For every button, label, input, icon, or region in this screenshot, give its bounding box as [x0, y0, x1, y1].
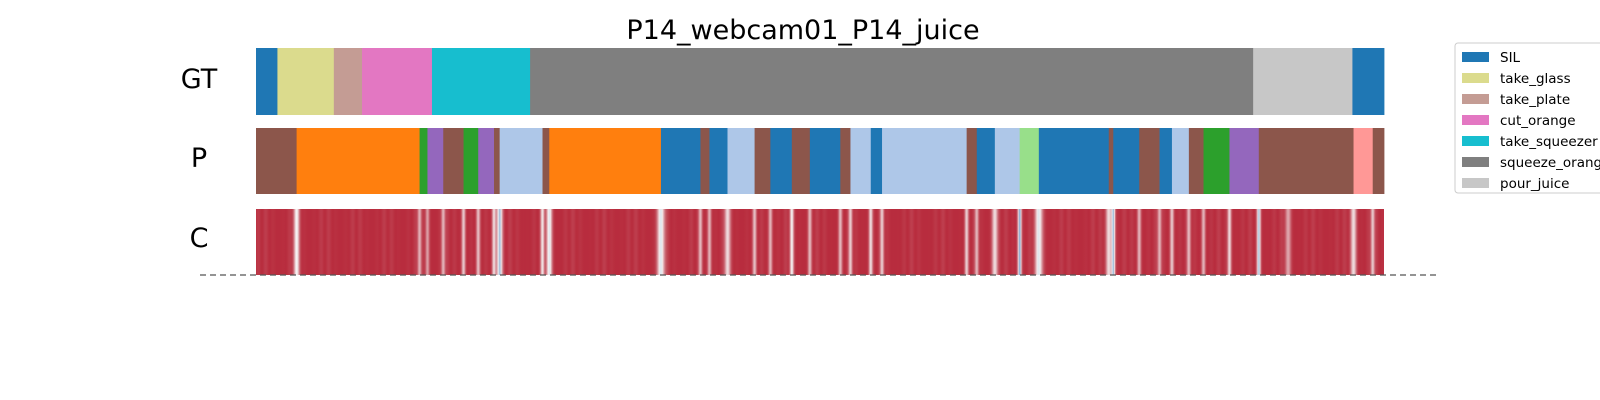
p-segment-17 — [791, 128, 811, 194]
legend-swatch-SIL — [1462, 52, 1489, 62]
p-segment-36 — [1258, 128, 1354, 194]
p-segment-4 — [443, 128, 464, 194]
p-segment-0 — [256, 128, 298, 194]
legend-frame — [1454, 42, 1600, 194]
p-segment-22 — [882, 128, 968, 194]
p-segment-13 — [709, 128, 728, 194]
legend-label-take_plate: take_plate — [1500, 92, 1570, 108]
legend-label-SIL: SIL — [1500, 50, 1521, 66]
legend-label-pour_juice: pour_juice — [1500, 176, 1569, 192]
p-segment-21 — [870, 128, 883, 194]
p-segment-11 — [660, 128, 701, 194]
gt-segment-3 — [362, 48, 433, 115]
gt-segment-1 — [277, 48, 335, 115]
p-segment-6 — [478, 128, 495, 194]
p-segment-3 — [427, 128, 444, 194]
legend-swatch-take_glass — [1462, 73, 1489, 83]
gt-segment-6 — [1253, 48, 1353, 115]
row-label-p: P — [191, 143, 207, 174]
gt-segment-0 — [256, 48, 278, 115]
p-segment-26 — [1019, 128, 1040, 194]
legend-swatch-squeeze_orange — [1462, 157, 1489, 167]
p-segment-1 — [296, 128, 420, 194]
p-segment-9 — [542, 128, 550, 194]
legend-label-take_glass: take_glass — [1500, 71, 1571, 87]
chart-title: P14_webcam01_P14_juice — [626, 15, 979, 46]
p-segment-14 — [727, 128, 755, 194]
p-segment-38 — [1372, 128, 1385, 194]
p-segment-29 — [1113, 128, 1140, 194]
gt-segment-5 — [530, 48, 1254, 115]
gt-segment-2 — [333, 48, 363, 115]
p-segment-32 — [1171, 128, 1190, 194]
p-segment-2 — [419, 128, 428, 194]
p-segment-24 — [976, 128, 996, 194]
legend: SIL take_glass take_plate cut_orange take_sq… — [1454, 42, 1600, 194]
row-label-gt: GT — [181, 64, 218, 95]
legend-swatch-cut_orange — [1462, 115, 1489, 125]
gt-segment-7 — [1352, 48, 1385, 115]
p-segment-27 — [1038, 128, 1110, 194]
p-segment-34 — [1203, 128, 1230, 194]
p-segment-12 — [700, 128, 710, 194]
p-segment-16 — [770, 128, 793, 194]
p-segment-18 — [809, 128, 841, 194]
p-segment-23 — [966, 128, 978, 194]
p-segment-8 — [499, 128, 543, 194]
gt-segment-4 — [431, 48, 531, 115]
gt-segment-bar — [256, 48, 1385, 115]
p-segment-28 — [1108, 128, 1114, 194]
p-segment-19 — [840, 128, 851, 194]
confidence-heatmap-bar — [256, 209, 1384, 275]
prediction-segment-bar — [256, 128, 1385, 194]
p-segment-10 — [549, 128, 662, 194]
p-segment-35 — [1229, 128, 1260, 194]
legend-swatch-take_squeezer — [1462, 136, 1489, 146]
legend-swatch-pour_juice — [1462, 178, 1489, 188]
p-segment-5 — [463, 128, 479, 194]
legend-swatch-take_plate — [1462, 94, 1489, 104]
p-segment-33 — [1188, 128, 1204, 194]
p-segment-30 — [1139, 128, 1160, 194]
p-segment-25 — [994, 128, 1021, 194]
legend-label-cut_orange: cut_orange — [1500, 113, 1576, 129]
p-segment-37 — [1353, 128, 1374, 194]
p-segment-7 — [494, 128, 501, 194]
p-segment-15 — [754, 128, 771, 194]
legend-label-squeeze_orange: squeeze_orange — [1500, 155, 1600, 171]
legend-label-take_squeezer: take_squeezer — [1500, 134, 1598, 150]
p-segment-31 — [1159, 128, 1173, 194]
p-segment-20 — [850, 128, 872, 194]
row-label-c: C — [190, 223, 209, 254]
